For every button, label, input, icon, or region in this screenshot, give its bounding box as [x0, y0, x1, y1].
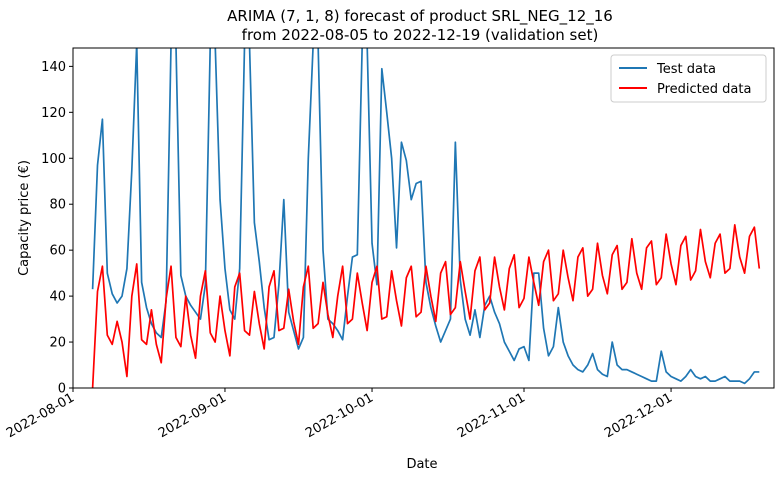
- chart-subtitle: from 2022-08-05 to 2022-12-19 (validatio…: [242, 26, 599, 44]
- plot-frame: [72, 47, 775, 389]
- y-tick-label: 40: [49, 290, 66, 305]
- x-tick-label: 2022-09-01: [156, 390, 229, 441]
- chart-title: ARIMA (7, 1, 8) forecast of product SRL_…: [227, 7, 613, 26]
- y-tick-label: 80: [49, 198, 66, 213]
- legend: Test data Predicted data: [610, 54, 767, 103]
- series-line-test: [91, 48, 760, 385]
- series-layer: [91, 48, 761, 388]
- x-tick-label: 2022-08-01: [4, 390, 77, 441]
- legend-label-predicted: Predicted data: [657, 82, 751, 97]
- y-tick-label: 100: [41, 152, 66, 167]
- x-tick-label: 2022-11-01: [455, 390, 528, 441]
- y-tick-label: 20: [49, 336, 66, 351]
- x-axis-label: Date: [406, 457, 437, 472]
- y-tick-label: 60: [49, 244, 66, 259]
- x-tick-label: 2022-10-01: [303, 390, 376, 441]
- x-tick-label: 2022-12-01: [602, 390, 675, 441]
- legend-box: [610, 54, 767, 103]
- series-line-predicted: [91, 224, 761, 388]
- y-tick-label: 120: [41, 106, 66, 121]
- y-axis-label: Capacity price (€): [17, 160, 32, 276]
- y-tick-label: 0: [58, 382, 66, 397]
- y-tick-label: 140: [41, 60, 66, 75]
- legend-label-test: Test data: [656, 62, 716, 77]
- x-axis: 2022-08-01 2022-09-01 2022-10-01 2022-11-01…: [4, 388, 675, 441]
- y-axis: 0 20 40 60 80 100 120 140: [41, 60, 73, 397]
